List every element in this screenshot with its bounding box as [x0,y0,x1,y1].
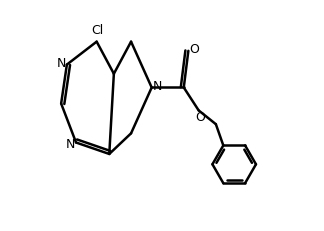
Text: Cl: Cl [92,23,104,36]
Text: O: O [195,110,205,123]
Text: N: N [153,79,162,92]
Text: N: N [66,137,75,151]
Text: N: N [56,57,66,70]
Text: O: O [189,43,199,56]
